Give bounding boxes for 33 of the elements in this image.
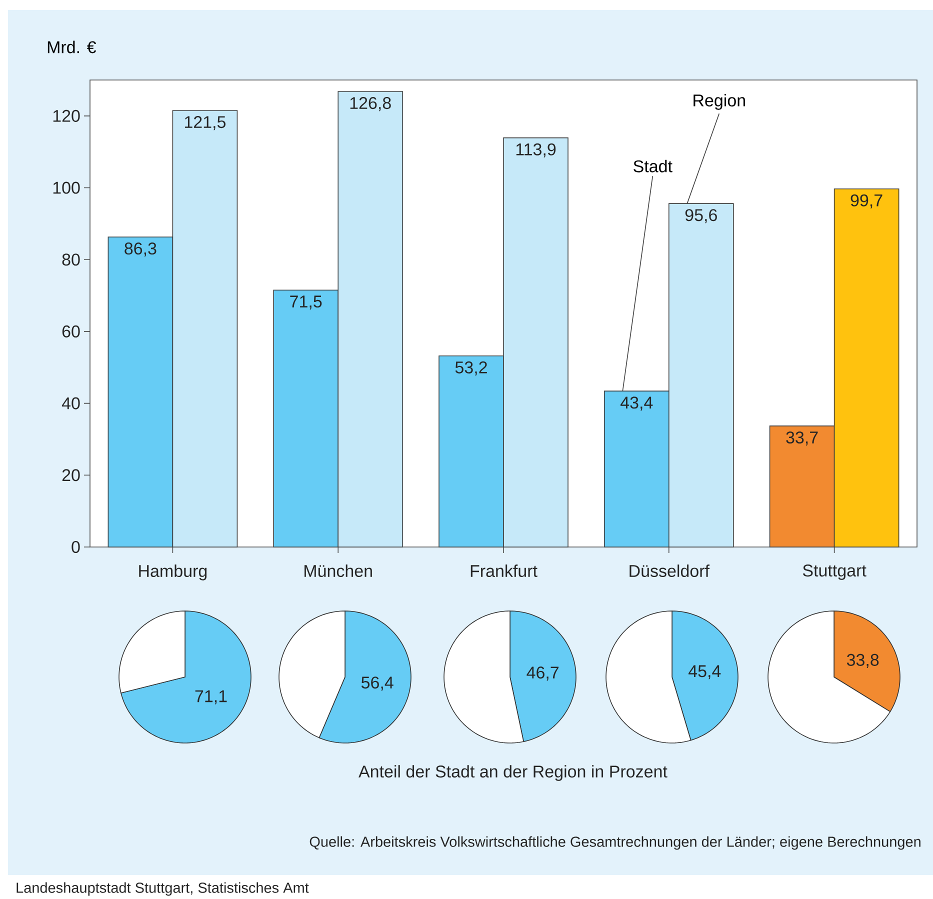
data-label: 95,6 (685, 209, 717, 224)
data-label: 126,8 (350, 97, 391, 112)
source-note: Quelle: Arbeitskreis Volkswirtschaftliche Gesamtrechnungen der Länder; eigene Berechnungen (310, 836, 920, 850)
data-label: 86,3 (124, 242, 156, 257)
text: Landeshauptstadt Stuttgart, Statistisches Amt (16, 882, 309, 896)
data-label: 33,8 (846, 654, 879, 668)
data-label: 56,4 (361, 676, 394, 691)
text: Region (694, 94, 745, 110)
data-label: 121,5 (184, 116, 226, 130)
x-tick-label: Düsseldorf (630, 564, 710, 578)
y-axis-title: Mrd. € (48, 40, 96, 54)
y-tick-label: 0 (72, 540, 80, 554)
data-label: 99,7 (850, 194, 882, 208)
y-tick-label: 120 (53, 110, 80, 122)
data-label: 53,2 (455, 361, 487, 376)
y-tick-label: 20 (62, 469, 80, 482)
data-label: 46,7 (526, 666, 559, 681)
data-label: 113,9 (516, 143, 556, 158)
text: Stadt (634, 160, 672, 172)
data-label: 45,4 (688, 665, 721, 680)
x-tick-label: Stuttgart (802, 564, 866, 580)
x-tick-label: Frankfurt (470, 564, 538, 578)
y-tick-label: 60 (62, 325, 80, 338)
data-label: 33,7 (786, 431, 818, 446)
y-tick-label: 40 (62, 397, 80, 410)
text: Anteil der Stadt an der Region in Prozent (358, 765, 668, 781)
data-label: 71,1 (195, 690, 227, 704)
y-tick-label: 80 (62, 254, 80, 266)
y-tick-label: 100 (53, 182, 80, 194)
x-tick-label: München (304, 564, 372, 578)
x-tick-label: Hamburg (139, 564, 207, 580)
data-label: 43,4 (620, 396, 653, 411)
data-label: 71,5 (290, 296, 322, 310)
